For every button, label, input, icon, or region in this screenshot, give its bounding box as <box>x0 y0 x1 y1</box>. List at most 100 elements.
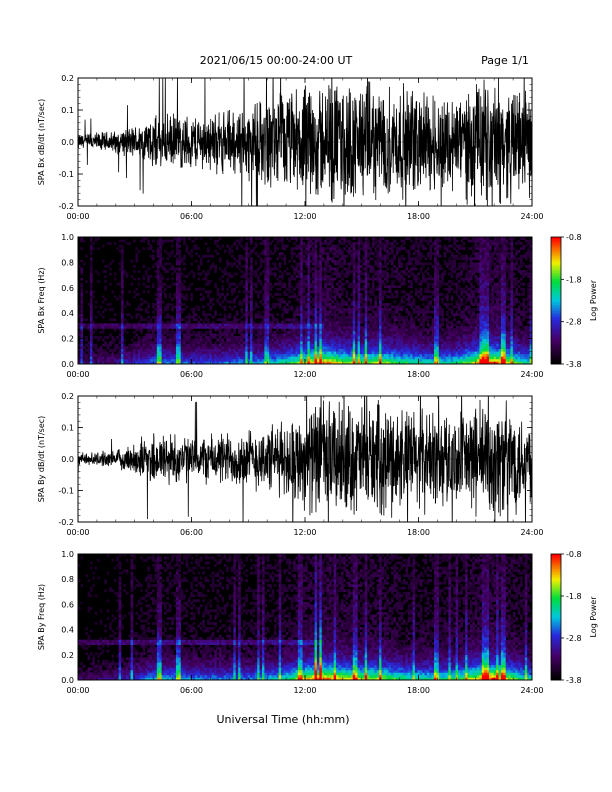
heatmap-cell <box>398 343 401 347</box>
heatmap-cell <box>104 285 107 289</box>
heatmap-cell <box>101 348 105 352</box>
heatmap-cell <box>367 325 370 329</box>
heatmap-cell <box>343 259 346 263</box>
heatmap-cell <box>381 341 385 344</box>
heatmap-cell <box>405 310 409 314</box>
heatmap-cell <box>393 308 397 311</box>
heatmap-cell <box>376 361 380 365</box>
heatmap-cell <box>147 290 150 294</box>
heatmap-cell <box>364 328 368 332</box>
heatmap-cell <box>132 351 136 355</box>
heatmap-cell <box>395 325 399 329</box>
heatmap-cell <box>321 328 325 332</box>
heatmap-cell <box>295 338 299 342</box>
heatmap-cell <box>412 300 416 304</box>
heatmap-cell <box>391 356 394 360</box>
heatmap-cell <box>309 259 313 263</box>
heatmap-cell <box>178 351 182 355</box>
heatmap-cell <box>331 305 334 309</box>
heatmap-cell <box>147 325 150 329</box>
heatmap-cell <box>175 242 179 245</box>
heatmap-cell <box>132 270 136 273</box>
heatmap-cell <box>345 318 349 322</box>
heatmap-cell <box>137 343 141 347</box>
heatmap-cell <box>312 333 315 337</box>
heatmap-cell <box>132 361 136 365</box>
heatmap-cell <box>336 262 339 266</box>
heatmap-cell <box>161 353 165 357</box>
heatmap-cell <box>398 262 401 266</box>
heatmap-cell <box>166 323 170 327</box>
heatmap-cell <box>135 259 139 263</box>
heatmap-cell <box>293 242 296 245</box>
heatmap-cell <box>104 356 107 360</box>
heatmap-cell <box>80 285 84 289</box>
heatmap-cell <box>195 351 198 355</box>
heatmap-cell <box>185 244 189 248</box>
heatmap-cell <box>230 338 234 342</box>
heatmap-cell <box>307 318 311 322</box>
heatmap-cell <box>376 356 380 360</box>
heatmap-cell <box>89 267 93 271</box>
heatmap-cell <box>405 303 409 306</box>
heatmap-cell <box>166 239 170 243</box>
heatmap-cell <box>156 346 160 350</box>
heatmap-cell <box>211 361 215 365</box>
heatmap-cell <box>348 262 351 266</box>
heatmap-cell <box>300 277 303 281</box>
heatmap-cell <box>374 356 377 360</box>
heatmap-cell <box>364 351 368 355</box>
heatmap-cell <box>364 262 368 266</box>
heatmap-cell <box>381 310 385 314</box>
heatmap-cell <box>422 325 425 329</box>
heatmap-cell <box>123 239 127 243</box>
heatmap-cell <box>168 348 172 352</box>
heatmap-cell <box>209 297 213 301</box>
heatmap-cell <box>254 259 258 263</box>
heatmap-cell <box>80 348 84 352</box>
heatmap-cell <box>269 249 272 253</box>
heatmap-cell <box>376 244 380 248</box>
heatmap-cell <box>379 348 382 352</box>
heatmap-cell <box>362 338 366 342</box>
heatmap-cell <box>348 315 351 319</box>
heatmap-cell <box>125 356 129 360</box>
heatmap-cell <box>412 346 416 350</box>
heatmap-cell <box>414 277 418 281</box>
heatmap-cell <box>340 336 344 339</box>
heatmap-cell <box>240 346 244 350</box>
heatmap-cell <box>364 267 368 271</box>
heatmap-cell <box>316 262 320 266</box>
heatmap-cell <box>369 249 373 253</box>
heatmap-cell <box>367 341 370 344</box>
heatmap-cell <box>137 292 141 296</box>
heatmap-cell <box>283 343 287 347</box>
heatmap-cell <box>371 333 375 337</box>
heatmap-cell <box>400 346 404 350</box>
heatmap-cell <box>266 270 270 273</box>
heatmap-cell <box>383 343 387 347</box>
heatmap-cell <box>312 303 315 306</box>
heatmap-cell <box>295 328 299 332</box>
heatmap-cell <box>140 353 143 357</box>
heatmap-cell <box>135 333 139 337</box>
heatmap-cell <box>431 318 435 322</box>
heatmap-cell <box>321 308 325 311</box>
heatmap-cell <box>300 308 303 311</box>
heatmap-cell <box>312 338 315 342</box>
heatmap-cell <box>125 358 129 362</box>
heatmap-cell <box>147 351 150 355</box>
heatmap-cell <box>216 343 220 347</box>
heatmap-cell <box>393 328 397 332</box>
heatmap-cell <box>204 351 208 355</box>
heatmap-cell <box>381 264 385 268</box>
heatmap-cell <box>175 249 179 253</box>
heatmap-cell <box>324 259 327 263</box>
heatmap-cell <box>364 264 368 268</box>
heatmap-cell <box>273 338 277 342</box>
heatmap-cell <box>305 249 308 253</box>
heatmap-cell <box>166 303 170 306</box>
heatmap-cell <box>99 305 103 309</box>
heatmap-cell <box>123 325 127 329</box>
heatmap-cell <box>154 333 158 337</box>
